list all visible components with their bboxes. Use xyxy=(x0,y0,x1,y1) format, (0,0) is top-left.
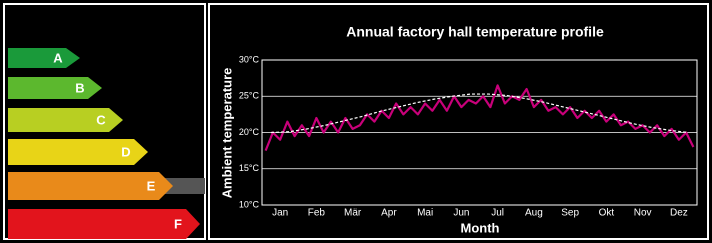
y-axis-label: Ambient temperature xyxy=(219,68,234,199)
x-tick-label: Nov xyxy=(634,208,652,219)
energy-arrow xyxy=(8,108,123,132)
x-tick-label: Dez xyxy=(670,208,688,219)
y-tick-label: 30°C xyxy=(239,54,260,64)
x-tick-label: Mär xyxy=(344,208,362,219)
x-tick-label: Jan xyxy=(272,208,288,219)
x-tick-label: Mai xyxy=(417,208,433,219)
energy-letter: D xyxy=(121,144,130,159)
energy-letter: F xyxy=(174,216,182,231)
page: AB C D E F Annual factory hall temperature p… xyxy=(0,0,712,243)
energy-arrow xyxy=(8,48,80,68)
y-tick-label: 10°C xyxy=(239,199,260,209)
x-tick-label: Okt xyxy=(599,208,615,219)
x-tick-label: Apr xyxy=(381,208,397,219)
x-axis-label: Month xyxy=(461,220,500,235)
energy-letter: E xyxy=(147,178,156,193)
chart-title: Annual factory hall temperature profile xyxy=(346,24,604,40)
x-tick-label: Aug xyxy=(525,208,543,219)
y-tick-label: 25°C xyxy=(239,91,260,101)
x-tick-label: Sep xyxy=(561,208,579,219)
energy-letter: B xyxy=(75,80,84,95)
y-tick-label: 15°C xyxy=(239,163,260,173)
x-tick-label: Jul xyxy=(491,208,504,219)
energy-arrow xyxy=(8,77,102,99)
energy-letter: A xyxy=(53,50,63,65)
energy-arrow xyxy=(8,209,200,239)
y-tick-label: 20°C xyxy=(239,127,260,137)
x-tick-label: Jun xyxy=(453,208,469,219)
x-tick-label: Feb xyxy=(308,208,326,219)
energy-letter: C xyxy=(96,112,106,127)
